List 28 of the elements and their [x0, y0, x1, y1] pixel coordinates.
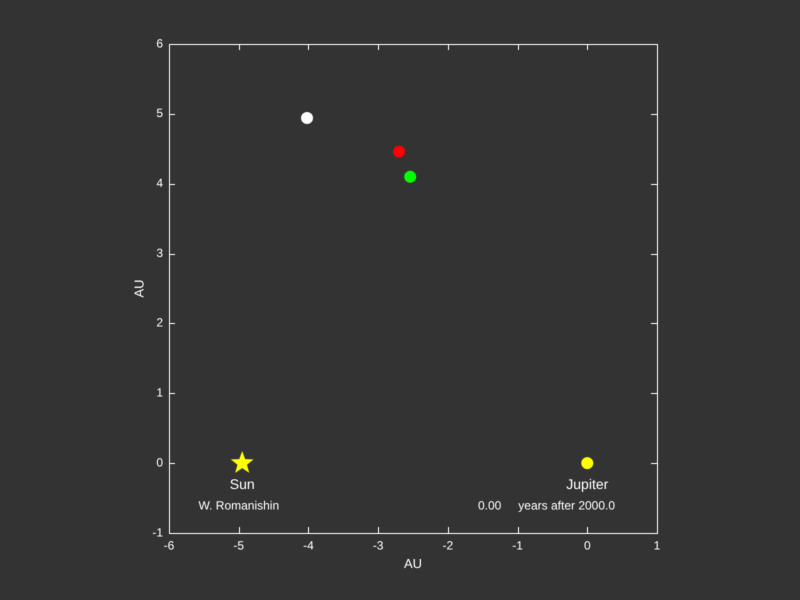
x-tick-label: -2	[442, 538, 454, 553]
point	[581, 457, 594, 470]
x-tick-label: 1	[654, 538, 661, 553]
y-tick-label: 4	[156, 176, 164, 190]
y-tick-label: 3	[156, 246, 164, 260]
point	[230, 451, 254, 473]
annotation: W. Romanishin	[198, 498, 280, 512]
point	[301, 112, 314, 124]
x-tick-label: -3	[372, 538, 384, 553]
x-axis-title: AU	[404, 556, 422, 571]
y-tick-label: -1	[152, 525, 164, 540]
series-label: Sun	[230, 476, 255, 492]
x-tick-label: -6	[164, 538, 175, 553]
x-tick-label: -5	[233, 538, 244, 553]
y-tick-label: 0	[156, 455, 164, 470]
annotation: years after 2000.0	[518, 498, 616, 512]
x-tick-label: 0	[584, 538, 591, 553]
y-tick-label: 5	[156, 106, 164, 120]
x-tick-label: -1	[512, 538, 524, 553]
y-tick-label: 6	[156, 36, 164, 50]
point	[393, 146, 406, 158]
y-tick-label: 2	[156, 316, 164, 330]
y-axis-title: AU	[131, 279, 146, 298]
point	[404, 170, 416, 183]
x-tick-label: -4	[303, 538, 314, 553]
series-label: Jupiter	[566, 476, 609, 492]
y-tick-label: 1	[156, 386, 164, 400]
annotation: 0.00	[478, 498, 502, 512]
